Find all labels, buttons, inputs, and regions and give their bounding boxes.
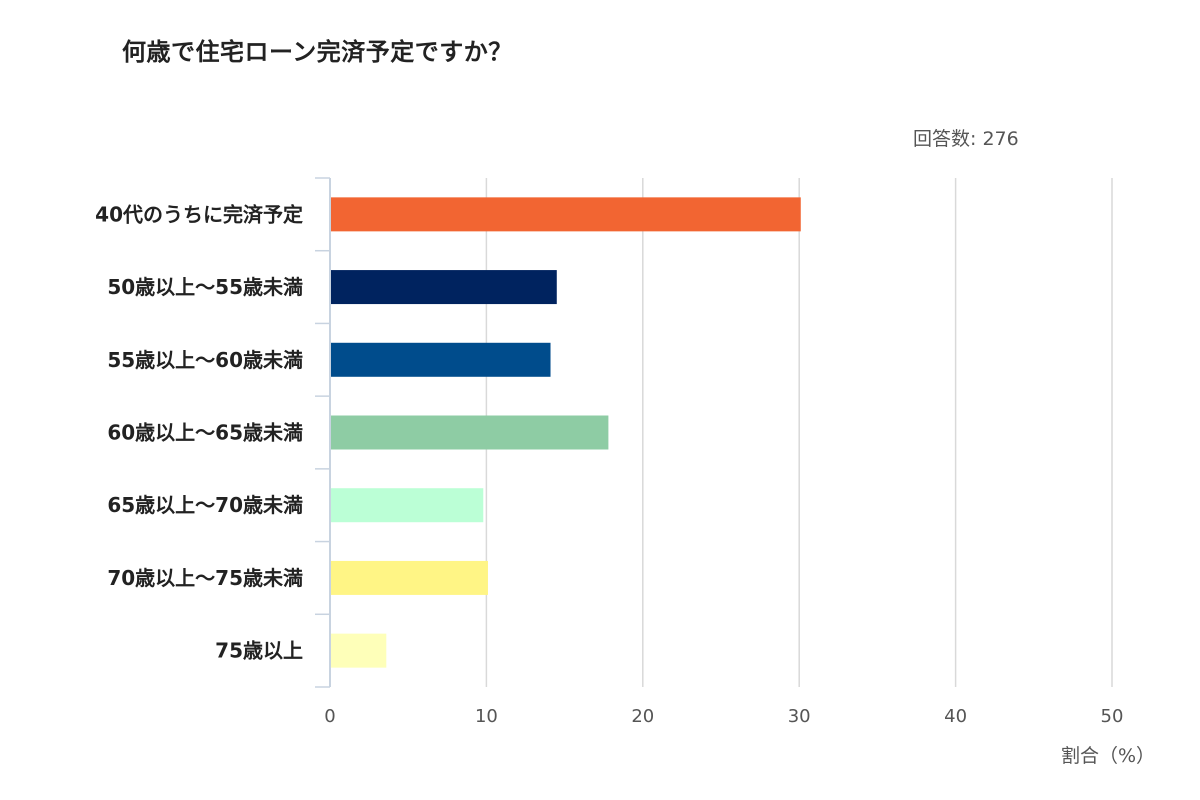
x-tick-label: 20	[631, 706, 654, 727]
bar	[331, 560, 488, 595]
category-label: 55歳以上～60歳未満	[107, 348, 303, 372]
bar	[331, 197, 801, 232]
x-tick-labels: 0 10 20 30 40 50	[324, 706, 1123, 727]
x-tick-label: 10	[475, 706, 498, 727]
category-label: 60歳以上～65歳未満	[107, 421, 303, 445]
bar	[331, 488, 484, 523]
bar	[331, 270, 557, 305]
axes	[315, 177, 331, 688]
category-labels: 40代のうちに完済予定 50歳以上～55歳未満 55歳以上～60歳未満 60歳以上～6…	[95, 202, 303, 662]
x-tick-label: 40	[944, 706, 967, 727]
bars	[331, 197, 801, 668]
category-label: 65歳以上～70歳未満	[107, 493, 303, 517]
x-tick-label: 0	[324, 706, 335, 727]
respondent-count: 回答数: 276	[913, 128, 1019, 150]
bar	[331, 342, 551, 377]
category-label: 50歳以上～55歳未満	[107, 275, 303, 299]
bar	[331, 633, 387, 668]
x-axis-title: 割合（%）	[1061, 745, 1155, 767]
category-label: 40代のうちに完済予定	[95, 202, 303, 226]
chart-title: 何歳で住宅ローン完済予定ですか？	[122, 38, 513, 66]
x-tick-label: 30	[788, 706, 811, 727]
category-label: 70歳以上～75歳未満	[107, 566, 303, 590]
category-label: 75歳以上	[215, 639, 303, 663]
x-tick-label: 50	[1101, 706, 1124, 727]
bar	[331, 415, 609, 450]
